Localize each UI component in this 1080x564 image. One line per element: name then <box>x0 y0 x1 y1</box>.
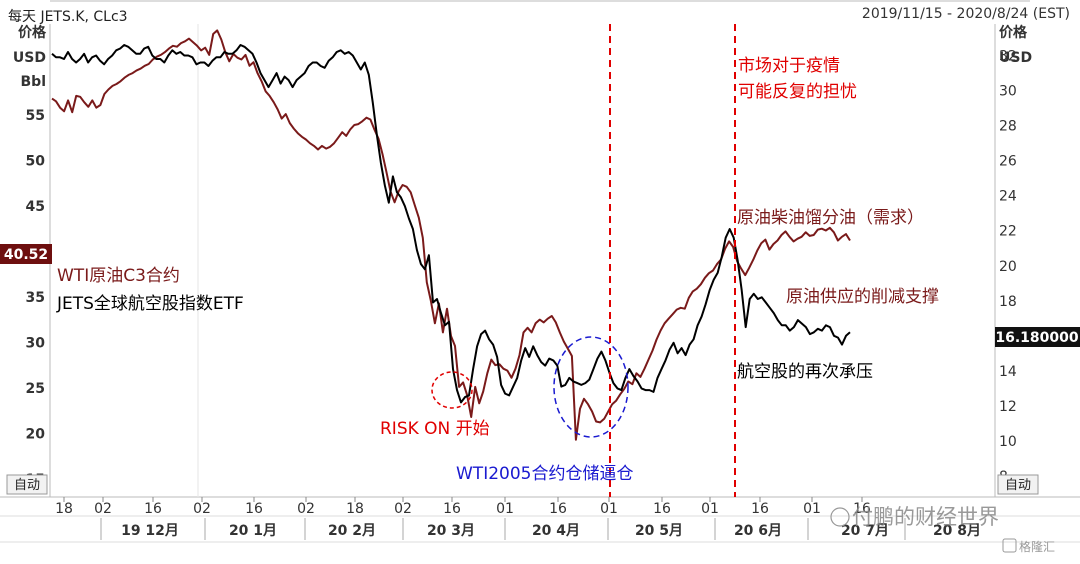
left-tick-label: 55 <box>26 108 45 124</box>
right-auto-button[interactable] <box>997 474 1039 495</box>
chart-title: 每天 JETS.K, CLc3 <box>8 9 128 25</box>
x-day-tick-labels: 18 02 16 02 16 02 18 02 16 01 16 01 16 01 16 01 16 <box>55 497 871 517</box>
x-month-label: 20 6月 <box>734 523 782 539</box>
x-month-labels: 19 12月 20 1月 20 2月 20 3月 20 4月 20 5月 20 6月 20 7… <box>100 518 981 540</box>
right-tick-label: 18 <box>999 294 1017 310</box>
right-unit-labels: 价格 USD <box>999 24 1032 66</box>
x-month-label: 20 5月 <box>635 523 683 539</box>
wti2005-annotation: WTI2005合约仓储逼仓 <box>456 464 633 484</box>
x-month-label: 20 8月 <box>933 523 981 539</box>
left-price-tag <box>0 244 52 264</box>
right-tick-label: 10 <box>999 434 1017 450</box>
date-range: 2019/11/15 - 2020/8/24 (EST) <box>861 6 1070 22</box>
x-day-tick: 01 <box>803 501 821 517</box>
left-unit-labels: 价格 USD Bbl <box>13 24 47 90</box>
annotations: WTI原油C3合约 JETS全球航空股指数ETF 市场对于疫情 可能反复的担忧 … <box>56 56 939 484</box>
right-tick-label: 26 <box>999 154 1017 170</box>
right-price-tag-text: 16.180000 <box>995 330 1079 346</box>
wechat-icon <box>830 507 850 527</box>
left-price-tag-text: 40.52 <box>4 247 48 263</box>
left-tick-label: 30 <box>26 335 46 351</box>
wti-series-line <box>51 29 851 441</box>
watermark-brand: 格隆汇 <box>1019 539 1055 554</box>
right-auto-label: 自动 <box>1005 478 1031 493</box>
right-unit-line-1: 价格 <box>999 24 1028 41</box>
x-day-tick: 02 <box>297 501 315 517</box>
left-tick-label: 45 <box>26 199 45 215</box>
x-day-tick: 16 <box>443 501 461 517</box>
left-auto-button[interactable] <box>6 474 48 495</box>
x-day-tick: 01 <box>701 501 719 517</box>
x-day-tick: 02 <box>193 501 211 517</box>
right-tick-label: 20 <box>999 259 1017 275</box>
x-day-tick: 01 <box>496 501 514 517</box>
x-month-label: 20 3月 <box>427 523 475 539</box>
diesel-annotation: 原油柴油馏分油（需求） <box>737 208 924 228</box>
right-tick-label: 30 <box>999 84 1017 100</box>
right-tick-labels: 81012141820222426283032 <box>999 49 1017 485</box>
left-unit-line-1: 价格 <box>18 24 47 41</box>
x-day-tick: 16 <box>549 501 567 517</box>
right-tick-label: 22 <box>999 224 1017 240</box>
left-tick-label: 20 <box>26 426 46 442</box>
left-unit-line-2: USD <box>13 50 46 66</box>
right-tick-label: 24 <box>999 189 1017 205</box>
wti2005-ellipse <box>553 336 629 438</box>
jets-series-line <box>51 44 851 404</box>
left-auto-label: 自动 <box>14 478 40 493</box>
x-day-tick: 18 <box>55 501 73 517</box>
x-day-tick: 01 <box>600 501 618 517</box>
x-day-tick: 16 <box>144 501 162 517</box>
airline-pressure-annotation: 航空股的再次承压 <box>737 362 873 382</box>
x-day-tick: 16 <box>853 501 871 517</box>
worry-annotation-line2: 可能反复的担忧 <box>738 82 857 102</box>
worry-annotation-line1: 市场对于疫情 <box>738 56 840 76</box>
x-day-tick: 16 <box>245 501 263 517</box>
left-unit-line-3: Bbl <box>21 74 47 90</box>
brand-logo-icon <box>1002 538 1017 553</box>
supply-annotation: 原油供应的削减支撑 <box>786 287 939 307</box>
left-tick-label: 50 <box>26 153 46 169</box>
x-month-label: 20 7月 <box>841 523 889 539</box>
jets-legend-label: JETS全球航空股指数ETF <box>56 294 244 314</box>
x-month-label: 20 4月 <box>532 523 580 539</box>
right-tick-label: 28 <box>999 119 1017 135</box>
x-month-label: 20 2月 <box>328 523 376 539</box>
watermark: 付鹏的财经世界 格隆汇 <box>830 505 1055 554</box>
risk-on-annotation: RISK ON 开始 <box>380 419 490 439</box>
right-tick-label: 32 <box>999 49 1017 65</box>
x-day-tick: 02 <box>94 501 112 517</box>
left-tick-labels: 1520253035455055 <box>26 108 46 488</box>
x-month-label: 20 1月 <box>229 523 277 539</box>
right-tick-label: 14 <box>999 364 1017 380</box>
right-price-tag <box>995 327 1080 347</box>
right-tick-label: 12 <box>999 399 1017 415</box>
x-day-tick: 16 <box>751 501 769 517</box>
left-tick-label: 35 <box>26 290 45 306</box>
left-tick-label: 25 <box>26 381 45 397</box>
x-month-label: 19 12月 <box>121 523 179 539</box>
x-day-tick: 16 <box>653 501 671 517</box>
watermark-text: 付鹏的财经世界 <box>852 505 999 529</box>
risk-on-ellipse <box>431 371 473 409</box>
wti-legend-label: WTI原油C3合约 <box>57 266 180 286</box>
x-day-tick: 02 <box>394 501 412 517</box>
x-day-tick: 18 <box>346 501 364 517</box>
right-unit-line-2: USD <box>999 50 1032 66</box>
